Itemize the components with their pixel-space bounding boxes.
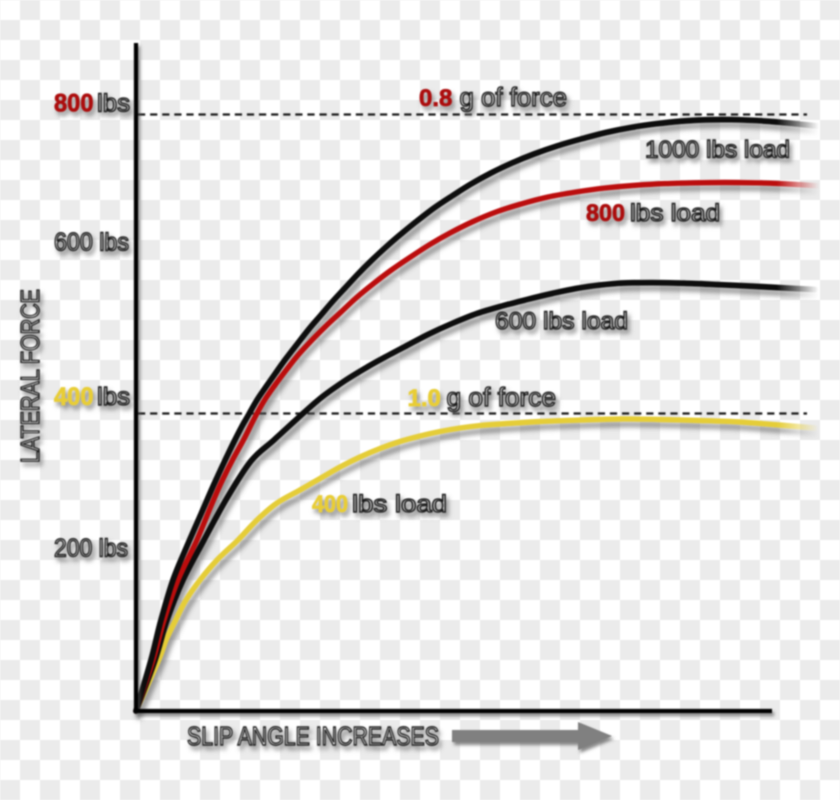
svg-text:SLIP ANGLE INCREASES: SLIP ANGLE INCREASES [187,723,439,751]
svg-text:800: 800 [586,200,625,227]
svg-text:1.0: 1.0 [408,385,441,412]
svg-text:lbs: lbs [97,383,130,411]
svg-text:1000 lbs load: 1000 lbs load [645,137,790,164]
svg-text:LATERAL FORCE: LATERAL FORCE [17,289,45,463]
svg-text:400: 400 [312,491,348,518]
svg-text:g of force: g of force [460,82,568,112]
svg-text:600 lbs load: 600 lbs load [495,308,628,335]
svg-text:200 lbs: 200 lbs [54,535,128,563]
svg-text:lbs load: lbs load [630,200,720,227]
svg-text:g of force: g of force [447,382,557,412]
svg-text:600 lbs: 600 lbs [54,229,129,257]
svg-text:lbs load: lbs load [352,491,447,518]
svg-text:0.8: 0.8 [419,85,452,112]
svg-text:400: 400 [54,383,94,411]
svg-text:800: 800 [54,90,94,118]
svg-text:lbs: lbs [97,90,130,118]
